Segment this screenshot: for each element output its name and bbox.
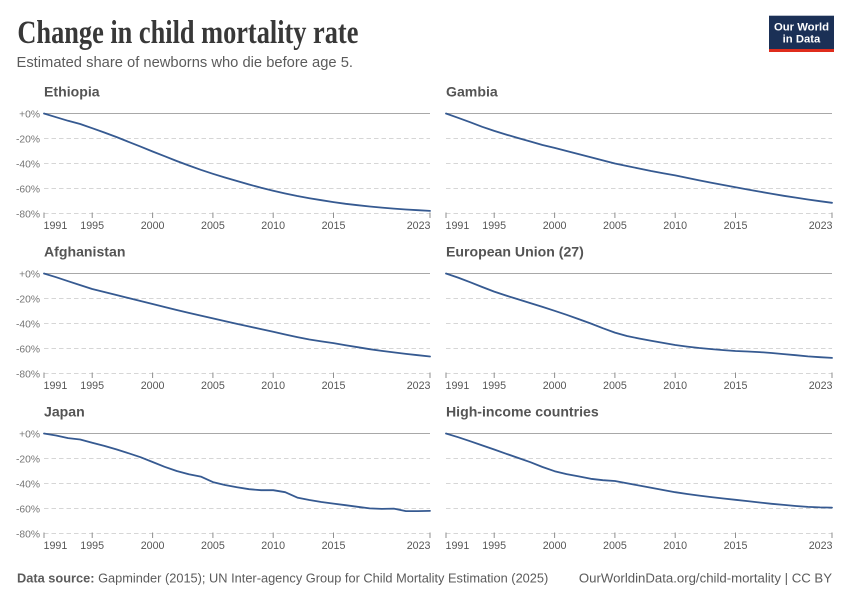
svg-text:2015: 2015 [322,380,346,392]
svg-text:-20%: -20% [16,135,40,146]
svg-text:2015: 2015 [322,540,346,552]
svg-text:2023: 2023 [809,220,833,232]
svg-text:-80%: -80% [16,530,40,541]
svg-text:1995: 1995 [80,540,104,552]
svg-text:-40%: -40% [16,320,40,331]
svg-text:1995: 1995 [80,220,104,232]
svg-text:-60%: -60% [16,345,40,356]
svg-text:2010: 2010 [663,220,687,232]
svg-text:OurWorldinData.org/child-morta: OurWorldinData.org/child-mortality | CC … [579,570,832,585]
svg-text:2000: 2000 [543,380,567,392]
svg-text:+0%: +0% [19,430,40,441]
svg-text:1991: 1991 [44,220,68,232]
svg-text:-20%: -20% [16,455,40,466]
svg-text:1995: 1995 [482,540,506,552]
svg-text:2015: 2015 [724,220,748,232]
svg-text:2010: 2010 [261,380,285,392]
svg-text:1991: 1991 [446,220,470,232]
svg-text:2023: 2023 [407,540,431,552]
svg-text:2010: 2010 [261,540,285,552]
svg-text:High-income countries: High-income countries [446,403,599,419]
svg-text:-60%: -60% [16,505,40,516]
svg-text:2015: 2015 [724,540,748,552]
svg-text:2005: 2005 [201,220,225,232]
svg-text:1995: 1995 [482,380,506,392]
svg-text:1995: 1995 [80,380,104,392]
svg-text:Data source: Gapminder (2015);: Data source: Gapminder (2015); UN Inter-… [17,570,548,585]
svg-text:-40%: -40% [16,160,40,171]
svg-text:2023: 2023 [407,220,431,232]
svg-text:2000: 2000 [141,220,165,232]
svg-text:-20%: -20% [16,295,40,306]
svg-text:Estimated share of newborns wh: Estimated share of newborns who die befo… [17,54,354,71]
svg-text:1991: 1991 [446,540,470,552]
svg-text:2010: 2010 [261,220,285,232]
svg-text:Japan: Japan [44,403,85,419]
svg-text:2005: 2005 [201,380,225,392]
svg-text:1991: 1991 [44,380,68,392]
svg-text:2015: 2015 [322,220,346,232]
svg-text:Afghanistan: Afghanistan [44,243,125,259]
svg-text:-80%: -80% [16,370,40,381]
svg-text:2010: 2010 [663,540,687,552]
svg-text:2005: 2005 [201,540,225,552]
svg-text:1995: 1995 [482,220,506,232]
svg-text:+0%: +0% [19,270,40,281]
svg-text:-40%: -40% [16,480,40,491]
svg-text:2000: 2000 [543,220,567,232]
svg-text:2000: 2000 [141,540,165,552]
svg-text:-60%: -60% [16,185,40,196]
svg-text:in Data: in Data [783,34,821,46]
svg-text:Gambia: Gambia [446,83,498,99]
svg-text:2005: 2005 [603,220,627,232]
svg-text:2023: 2023 [809,380,833,392]
svg-text:European Union (27): European Union (27) [446,243,584,259]
svg-text:+0%: +0% [19,110,40,121]
svg-text:1991: 1991 [446,380,470,392]
svg-text:2000: 2000 [141,380,165,392]
svg-text:Change in child mortality rate: Change in child mortality rate [17,15,358,51]
svg-text:2010: 2010 [663,380,687,392]
svg-text:Our World: Our World [774,21,829,33]
svg-text:2023: 2023 [809,540,833,552]
svg-text:-80%: -80% [16,210,40,221]
svg-text:2015: 2015 [724,380,748,392]
svg-text:2000: 2000 [543,540,567,552]
svg-text:2005: 2005 [603,380,627,392]
svg-text:2023: 2023 [407,380,431,392]
svg-text:Ethiopia: Ethiopia [44,83,100,99]
svg-text:2005: 2005 [603,540,627,552]
svg-text:1991: 1991 [44,540,68,552]
